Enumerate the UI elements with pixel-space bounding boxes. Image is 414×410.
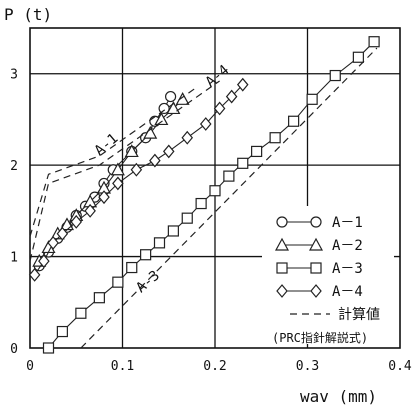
series-3-point	[237, 157, 249, 169]
x-tick-label: 0.1	[111, 359, 134, 374]
series-3-point	[181, 212, 193, 224]
y-axis-title: P (t)	[4, 5, 52, 24]
series-3-point	[368, 36, 380, 48]
series-4-point	[149, 153, 161, 168]
x-tick-label: 0.4	[388, 359, 412, 374]
legend-label: A－4	[332, 284, 363, 300]
series-3-point	[93, 292, 105, 304]
series-3-point	[209, 185, 221, 197]
calculated-line	[80, 47, 378, 349]
series-4-point	[213, 101, 226, 116]
series-3-point	[251, 145, 263, 158]
series-3-point	[75, 307, 87, 319]
series-3-point	[329, 69, 341, 82]
series-3-point	[195, 197, 207, 210]
series-3-point	[112, 276, 124, 288]
legend-triangle-icon	[274, 237, 290, 251]
legend: A－1 A－2 A－3 A－4 計算値 (PRC指針解説式)	[262, 206, 394, 345]
legend-background	[262, 206, 394, 344]
x-axis-title: wav (mm)	[300, 387, 377, 406]
series-4-point	[236, 77, 249, 92]
legend-label: A－1	[332, 215, 363, 231]
series-3-point	[306, 93, 318, 105]
legend-calc-label: 計算値	[338, 307, 380, 323]
legend-label: A－2	[332, 238, 363, 254]
x-tick-label: 0.2	[203, 359, 226, 374]
series-3-point	[42, 342, 55, 354]
legend-triangle-icon	[308, 237, 324, 251]
legend-square-icon	[276, 262, 288, 274]
series-1-point	[158, 102, 170, 115]
series-2-point	[143, 125, 158, 139]
series-4-point	[28, 267, 41, 282]
series-4-point	[162, 144, 175, 159]
series-4-point	[112, 176, 124, 191]
series-4-point	[225, 89, 238, 104]
series-4-point	[56, 226, 69, 241]
series-4-point	[38, 254, 50, 269]
series-2-point	[124, 144, 139, 158]
curve-label: A-3	[133, 268, 163, 297]
legend-label: A－3	[332, 261, 363, 277]
series-3-point	[269, 132, 281, 144]
series-3-point	[288, 115, 300, 127]
y-tick-label: 3	[10, 68, 18, 83]
legend-calc-note: (PRC指針解説式)	[272, 330, 368, 345]
series-4-point	[181, 130, 194, 145]
y-tick-label: 2	[10, 159, 18, 174]
series-4-point	[130, 162, 143, 177]
series-2-point	[154, 112, 169, 126]
series-4-point	[199, 117, 212, 131]
legend-circle-icon	[276, 216, 288, 228]
curve-label: A-1	[92, 131, 122, 160]
series-3-point	[167, 225, 179, 237]
x-tick-label: 0	[26, 359, 34, 374]
series-4-point	[70, 214, 83, 229]
series-4-point	[98, 190, 110, 205]
series-4-point	[47, 235, 59, 250]
series-3-point	[352, 51, 364, 63]
series-2-point	[175, 92, 190, 105]
legend-circle-icon	[310, 216, 322, 228]
legend-diamond-icon	[276, 284, 288, 298]
series-1-point	[165, 90, 177, 103]
series-line-4	[34, 84, 244, 276]
y-tick-label: 1	[10, 251, 18, 266]
series-2-point	[110, 162, 125, 176]
series-3-point	[126, 261, 138, 274]
series-3-point	[223, 170, 235, 182]
calculated-line	[29, 80, 220, 262]
series-3-point	[153, 237, 166, 249]
series-3-point	[56, 325, 68, 338]
legend-diamond-icon	[310, 284, 322, 298]
y-tick-label: 0	[10, 342, 18, 357]
series-4-point	[84, 203, 96, 218]
curve-label: A-4	[203, 62, 233, 91]
legend-square-icon	[310, 262, 322, 274]
x-tick-label: 0.3	[296, 359, 319, 374]
series-3-point	[140, 249, 152, 261]
